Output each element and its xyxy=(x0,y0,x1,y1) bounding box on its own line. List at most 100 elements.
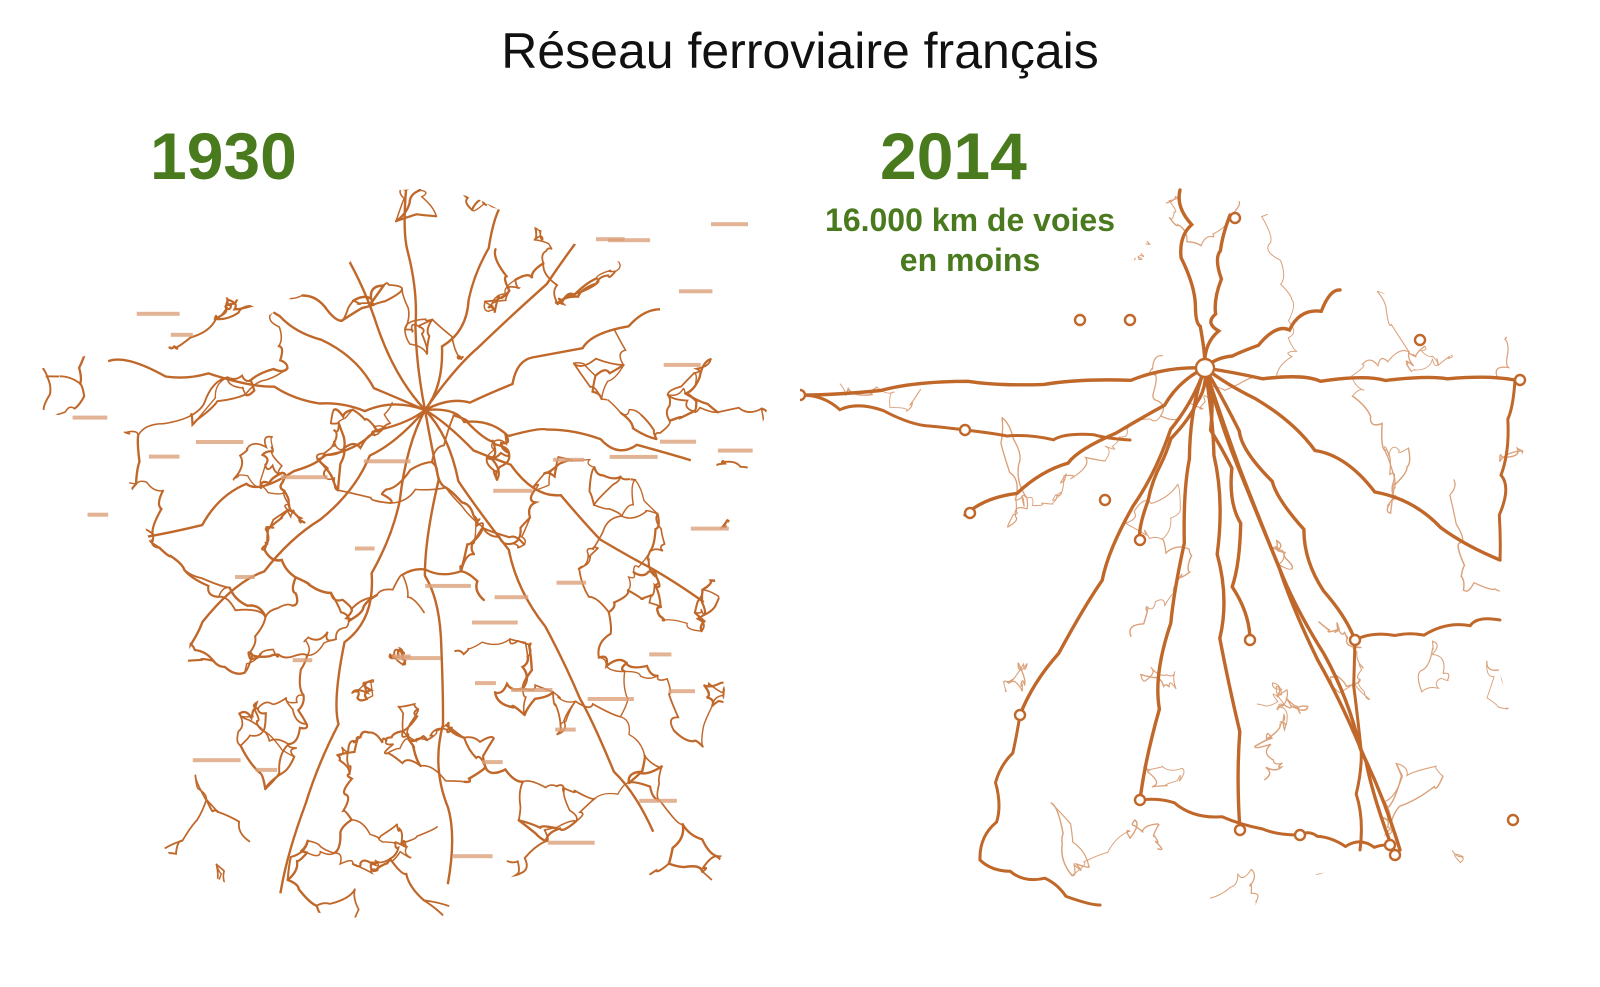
rail-line-secondary xyxy=(1383,446,1409,458)
rail-line xyxy=(401,573,425,614)
rail-line xyxy=(703,582,723,616)
rail-line xyxy=(745,535,768,541)
rail-line xyxy=(270,294,304,315)
station xyxy=(1348,633,1362,647)
rail-line xyxy=(88,587,97,659)
rail-line-secondary xyxy=(1417,640,1434,693)
rail-line xyxy=(24,785,69,797)
rail-line xyxy=(86,772,119,785)
rail-line xyxy=(573,362,597,377)
rail-line xyxy=(419,764,466,783)
rail-line-secondary xyxy=(1384,762,1404,825)
city-label-mark xyxy=(363,459,411,464)
rail-line xyxy=(619,475,637,482)
rail-line-secondary xyxy=(832,850,844,899)
rail-line xyxy=(493,248,511,292)
rail-line xyxy=(155,839,184,864)
rail-line-secondary xyxy=(1436,354,1453,367)
rail-line xyxy=(226,298,254,311)
rail-line xyxy=(652,576,662,609)
city-label-mark xyxy=(235,575,255,579)
rail-line xyxy=(528,218,538,241)
rail-line-secondary xyxy=(1503,218,1522,292)
rail-line-main xyxy=(424,188,554,411)
rail-line-secondary xyxy=(921,882,972,906)
rail-line-secondary xyxy=(1055,473,1067,497)
rail-line xyxy=(95,196,137,232)
rail-line xyxy=(407,734,429,743)
rail-line-main xyxy=(118,212,426,412)
rail-line-main xyxy=(1203,366,1402,852)
rail-line-secondary xyxy=(884,192,911,209)
rail-line xyxy=(626,589,652,601)
rail-line xyxy=(344,196,364,249)
rail-line xyxy=(517,780,524,822)
rail-line-secondary xyxy=(1390,775,1444,825)
rail-line xyxy=(380,488,393,505)
rail-line xyxy=(673,267,687,279)
rail-line xyxy=(217,257,252,272)
rail-line xyxy=(150,534,161,549)
rail-line-secondary xyxy=(833,192,889,240)
rail-line xyxy=(128,724,138,739)
rail-line-secondary xyxy=(804,568,827,580)
rail-line xyxy=(139,640,174,664)
rail-line xyxy=(716,284,749,299)
rail-line xyxy=(614,188,668,215)
rail-line xyxy=(42,274,96,296)
rail-line xyxy=(533,238,553,250)
rail-line xyxy=(319,246,347,262)
rail-line-secondary xyxy=(1050,802,1073,877)
rail-line-secondary xyxy=(1420,345,1439,364)
rail-line xyxy=(62,767,88,780)
rail-line xyxy=(351,408,376,428)
rail-line xyxy=(701,579,723,592)
rail-line-secondary xyxy=(1272,547,1293,570)
rail-line xyxy=(315,444,334,460)
rail-line xyxy=(693,611,707,633)
rail-line-secondary xyxy=(1449,479,1464,544)
rail-line xyxy=(236,275,244,289)
rail-line xyxy=(668,410,696,422)
rail-line xyxy=(619,411,658,441)
rail-line xyxy=(127,666,135,689)
city-label-mark xyxy=(292,658,313,663)
rail-line xyxy=(621,479,637,517)
rail-line-secondary xyxy=(1161,483,1181,540)
rail-line xyxy=(578,567,610,614)
rail-line xyxy=(116,772,139,810)
rail-line-secondary xyxy=(1007,497,1029,528)
rail-line xyxy=(264,603,294,618)
rail-line xyxy=(270,436,274,453)
rail-line xyxy=(745,837,772,860)
rail-line-secondary xyxy=(808,822,836,852)
rail-line xyxy=(581,199,587,215)
city-label-mark xyxy=(607,238,651,243)
rail-line xyxy=(765,189,772,214)
rail-line-secondary xyxy=(1007,498,1018,528)
rail-line xyxy=(332,408,355,420)
rail-line-secondary xyxy=(949,666,991,676)
rail-line xyxy=(509,638,529,658)
rail-line xyxy=(683,274,700,281)
rail-line xyxy=(597,889,631,928)
rail-line xyxy=(572,362,603,400)
rail-line xyxy=(181,798,208,842)
rail-line xyxy=(517,205,531,221)
rail-line-secondary xyxy=(1007,662,1028,685)
rail-line xyxy=(150,746,158,759)
rail-line xyxy=(646,550,658,579)
rail-line xyxy=(386,752,422,767)
rail-line-secondary xyxy=(1287,298,1298,352)
city-label-mark xyxy=(136,311,180,316)
rail-line xyxy=(362,682,375,701)
rail-line xyxy=(627,754,647,785)
rail-line-main xyxy=(1203,366,1357,642)
rail-line xyxy=(145,790,155,821)
rail-line xyxy=(568,198,586,207)
rail-line xyxy=(511,542,525,549)
rail-line xyxy=(735,224,746,233)
rail-line xyxy=(600,364,625,400)
rail-line xyxy=(76,706,106,717)
rail-line-main xyxy=(424,308,661,412)
